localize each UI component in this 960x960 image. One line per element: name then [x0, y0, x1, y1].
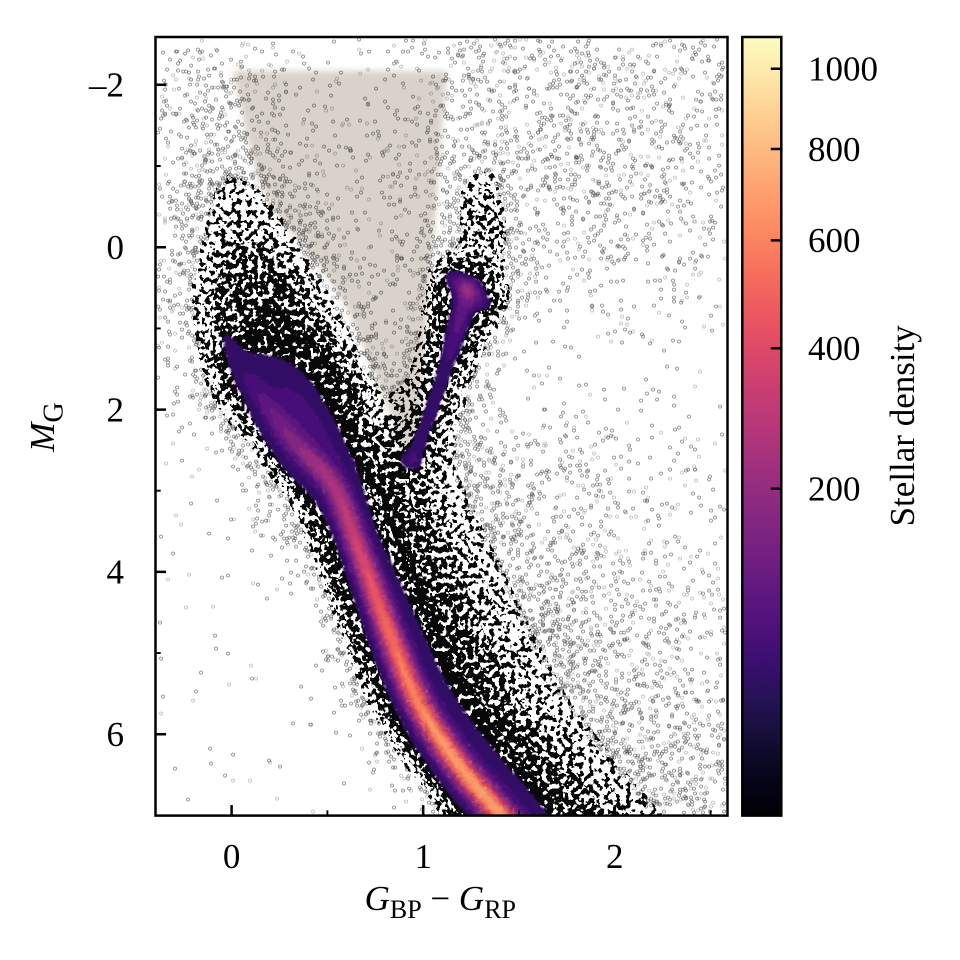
svg-text:800: 800	[808, 130, 861, 169]
svg-text:2: 2	[606, 837, 624, 876]
svg-text:6: 6	[107, 715, 125, 754]
svg-text:0: 0	[107, 228, 125, 267]
svg-text:Stellar density: Stellar density	[883, 325, 922, 527]
svg-text:MG: MG	[23, 402, 70, 452]
svg-text:200: 200	[808, 470, 861, 509]
svg-text:–2: –2	[88, 66, 124, 105]
svg-text:1: 1	[414, 837, 432, 876]
svg-text:1000: 1000	[808, 50, 878, 89]
svg-text:600: 600	[808, 221, 861, 260]
svg-text:GBP − GRP: GBP − GRP	[365, 879, 516, 924]
svg-text:400: 400	[808, 329, 861, 368]
svg-text:2: 2	[107, 390, 125, 429]
svg-text:0: 0	[223, 837, 241, 876]
svg-text:4: 4	[107, 553, 125, 592]
